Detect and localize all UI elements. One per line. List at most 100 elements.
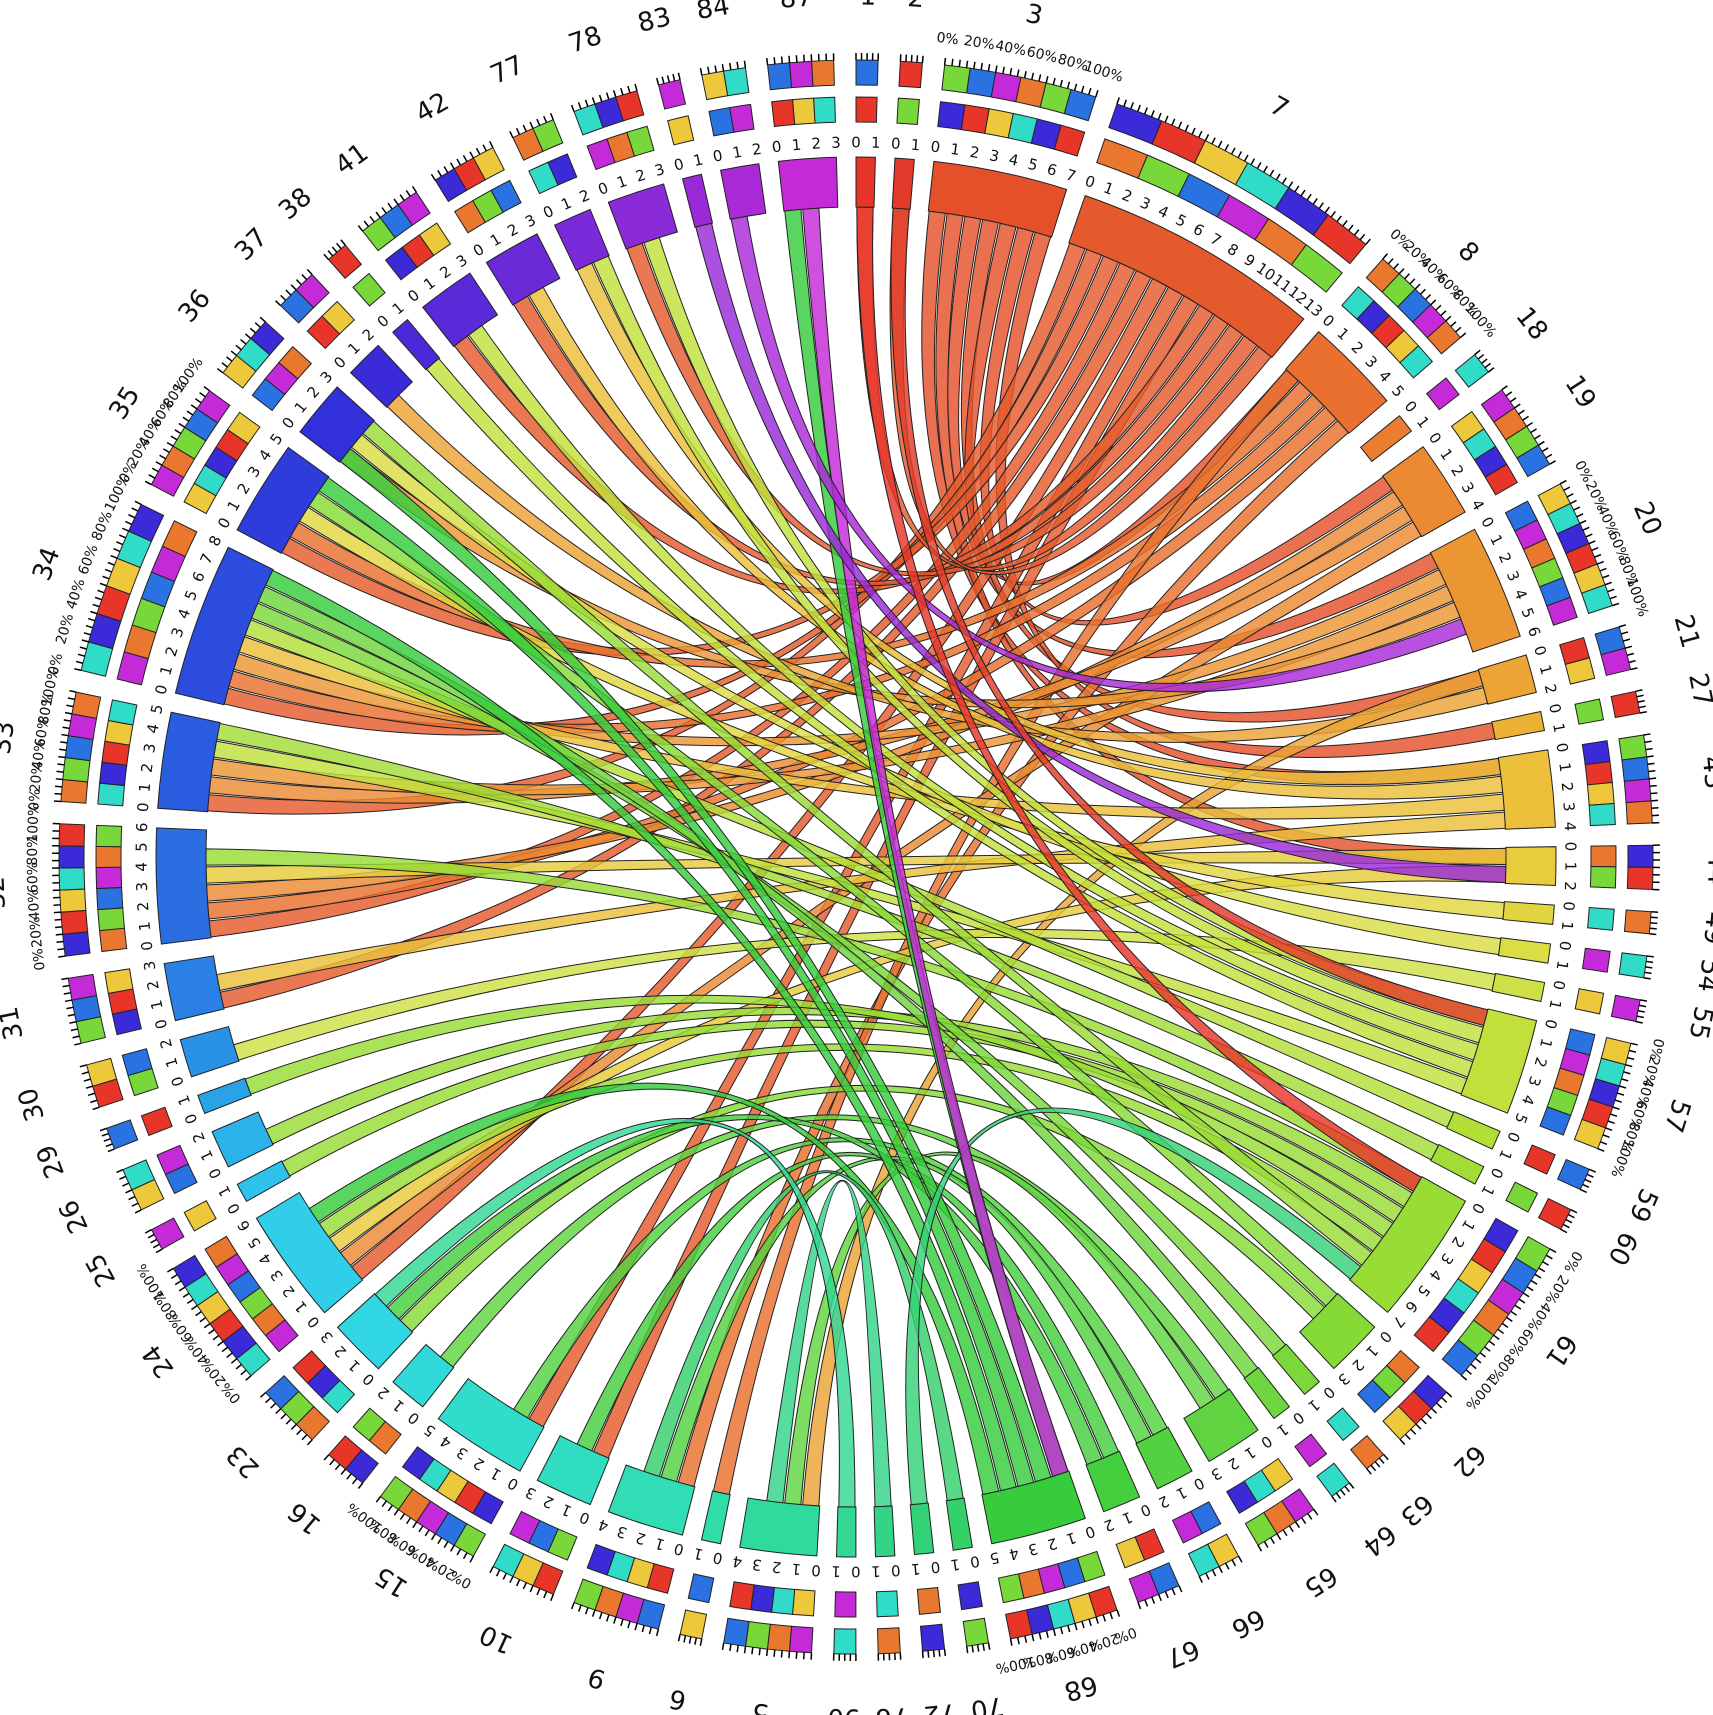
segment-arc-2[interactable] — [891, 157, 915, 210]
track-tick-42-2 — [443, 166, 449, 173]
segment-arc-27[interactable] — [1491, 710, 1546, 741]
segment-arc-5[interactable] — [739, 1497, 821, 1557]
segment-arc-35[interactable] — [236, 446, 330, 554]
track-cell-15-1-4 — [379, 1475, 414, 1511]
track-tick-62-2 — [1436, 1402, 1443, 1409]
track-tick-26-0 — [134, 1209, 142, 1214]
segment-arc-15[interactable] — [437, 1377, 545, 1472]
segment-arc-36[interactable] — [299, 386, 375, 463]
track-tick-68-0 — [1116, 1609, 1121, 1617]
segment-arc-33[interactable] — [157, 711, 221, 813]
segment-arc-59[interactable] — [1446, 1111, 1501, 1150]
segment-arc-70[interactable] — [945, 1497, 973, 1551]
tick-label-15-3: 3 — [453, 1443, 471, 1463]
segment-label-38: 38 — [273, 182, 318, 226]
segment-arc-6[interactable] — [700, 1490, 731, 1545]
segment-arc-54[interactable] — [1497, 937, 1552, 964]
track-tick-33-5 — [57, 763, 65, 766]
segment-arc-66[interactable] — [1135, 1426, 1193, 1490]
segment-arc-18[interactable] — [1359, 415, 1413, 463]
segment-arc-25[interactable] — [236, 1160, 291, 1203]
segment-arc-23[interactable] — [336, 1293, 414, 1370]
segment-label-44: 44 — [1701, 851, 1713, 884]
track-tick-54-4 — [1643, 977, 1651, 980]
segment-arc-32[interactable] — [155, 827, 212, 945]
tick-label-84-0: 0 — [711, 146, 724, 166]
tick-label-35-1: 1 — [224, 497, 244, 514]
track-cell-87-1-2 — [811, 59, 835, 87]
track-tick-23-6 — [275, 1408, 282, 1415]
segment-arc-10[interactable] — [536, 1435, 610, 1506]
segment-arc-1[interactable] — [855, 156, 876, 208]
track-tick-68-9 — [1052, 1628, 1057, 1637]
segment-arc-30[interactable] — [179, 1025, 240, 1078]
segment-label-59: 59 — [1623, 1184, 1664, 1226]
segment-arc-67[interactable] — [1085, 1450, 1141, 1513]
segment-arc-37[interactable] — [349, 344, 414, 408]
segment-arc-7[interactable] — [1068, 194, 1305, 359]
track-cell-19-1-3 — [1516, 444, 1551, 478]
segment-arc-60[interactable] — [1430, 1143, 1485, 1185]
segment-arc-64[interactable] — [1243, 1366, 1291, 1420]
segment-arc-34[interactable] — [174, 546, 274, 706]
segment-arc-55[interactable] — [1491, 972, 1546, 1003]
track-tick-9-2 — [641, 1625, 645, 1633]
track-cell-43-0-2 — [1586, 781, 1615, 806]
track-cell-32-0-3 — [95, 866, 123, 890]
segment-arc-57[interactable] — [1460, 1008, 1538, 1114]
segment-arc-87[interactable] — [777, 156, 839, 212]
track-tick-61-14 — [1493, 1334, 1500, 1341]
segment-arc-44[interactable] — [1504, 846, 1557, 887]
segment-arc-8[interactable] — [1284, 331, 1388, 435]
segment-arc-83[interactable] — [681, 173, 714, 228]
tick-label-76-0: 0 — [890, 1561, 901, 1580]
segment-arc-61[interactable] — [1348, 1175, 1467, 1314]
tick-label-8-0: 0 — [1319, 311, 1338, 331]
segment-arc-65[interactable] — [1183, 1388, 1259, 1463]
segment-arc-68[interactable] — [981, 1470, 1086, 1545]
segment-arc-49[interactable] — [1502, 901, 1555, 925]
track-tick-9-10 — [584, 1607, 589, 1615]
track-tick-3-11 — [1023, 71, 1027, 79]
segment-arc-16[interactable] — [392, 1343, 455, 1408]
track-tick-57-3 — [1625, 1064, 1633, 1068]
track-tick-61-13 — [1497, 1328, 1505, 1335]
tick-label-65-1: 1 — [1241, 1443, 1259, 1463]
track-tick-87-0 — [766, 57, 769, 66]
segment-arc-3[interactable] — [927, 160, 1068, 238]
track-tick-32-5 — [54, 918, 62, 921]
segment-arc-21[interactable] — [1477, 654, 1537, 705]
tick-label-7-2: 2 — [1119, 186, 1135, 206]
segment-arc-43[interactable] — [1497, 749, 1556, 830]
segment-arc-26[interactable] — [211, 1111, 274, 1168]
segment-arc-84[interactable] — [719, 163, 767, 220]
tick-label-62-0: 0 — [1376, 1327, 1396, 1346]
tick-label-18-1: 1 — [1413, 413, 1433, 432]
pct-tick-61-0: 0% — [1560, 1248, 1585, 1275]
segment-arc-90[interactable] — [835, 1506, 857, 1558]
track-tick-7-14 — [1211, 137, 1216, 145]
segment-arc-76[interactable] — [873, 1505, 896, 1558]
segment-arc-24[interactable] — [255, 1191, 364, 1314]
segment-arc-38[interactable] — [392, 318, 441, 371]
tick-label-37-1: 1 — [344, 339, 363, 359]
track-cell-33-0-0 — [97, 782, 126, 807]
segment-arc-78[interactable] — [607, 183, 678, 250]
segment-arc-63[interactable] — [1271, 1343, 1321, 1396]
segment-arc-19[interactable] — [1381, 446, 1466, 538]
track-tick-61-11 — [1506, 1316, 1513, 1323]
track-tick-43-6 — [1649, 777, 1657, 780]
segment-arc-77[interactable] — [553, 208, 610, 271]
segment-arc-62[interactable] — [1299, 1292, 1376, 1370]
segment-arc-29[interactable] — [197, 1077, 252, 1115]
segment-arc-42[interactable] — [485, 233, 561, 306]
segment-arc-72[interactable] — [909, 1502, 935, 1556]
tick-label-33-1: 1 — [135, 782, 154, 793]
segment-arc-20[interactable] — [1429, 528, 1521, 653]
segment-arc-41[interactable] — [421, 272, 499, 348]
track-tick-61-20 — [1465, 1369, 1472, 1375]
segment-arc-31[interactable] — [163, 955, 225, 1022]
track-tick-77-4 — [536, 118, 541, 126]
segment-arc-9[interactable] — [607, 1464, 696, 1536]
